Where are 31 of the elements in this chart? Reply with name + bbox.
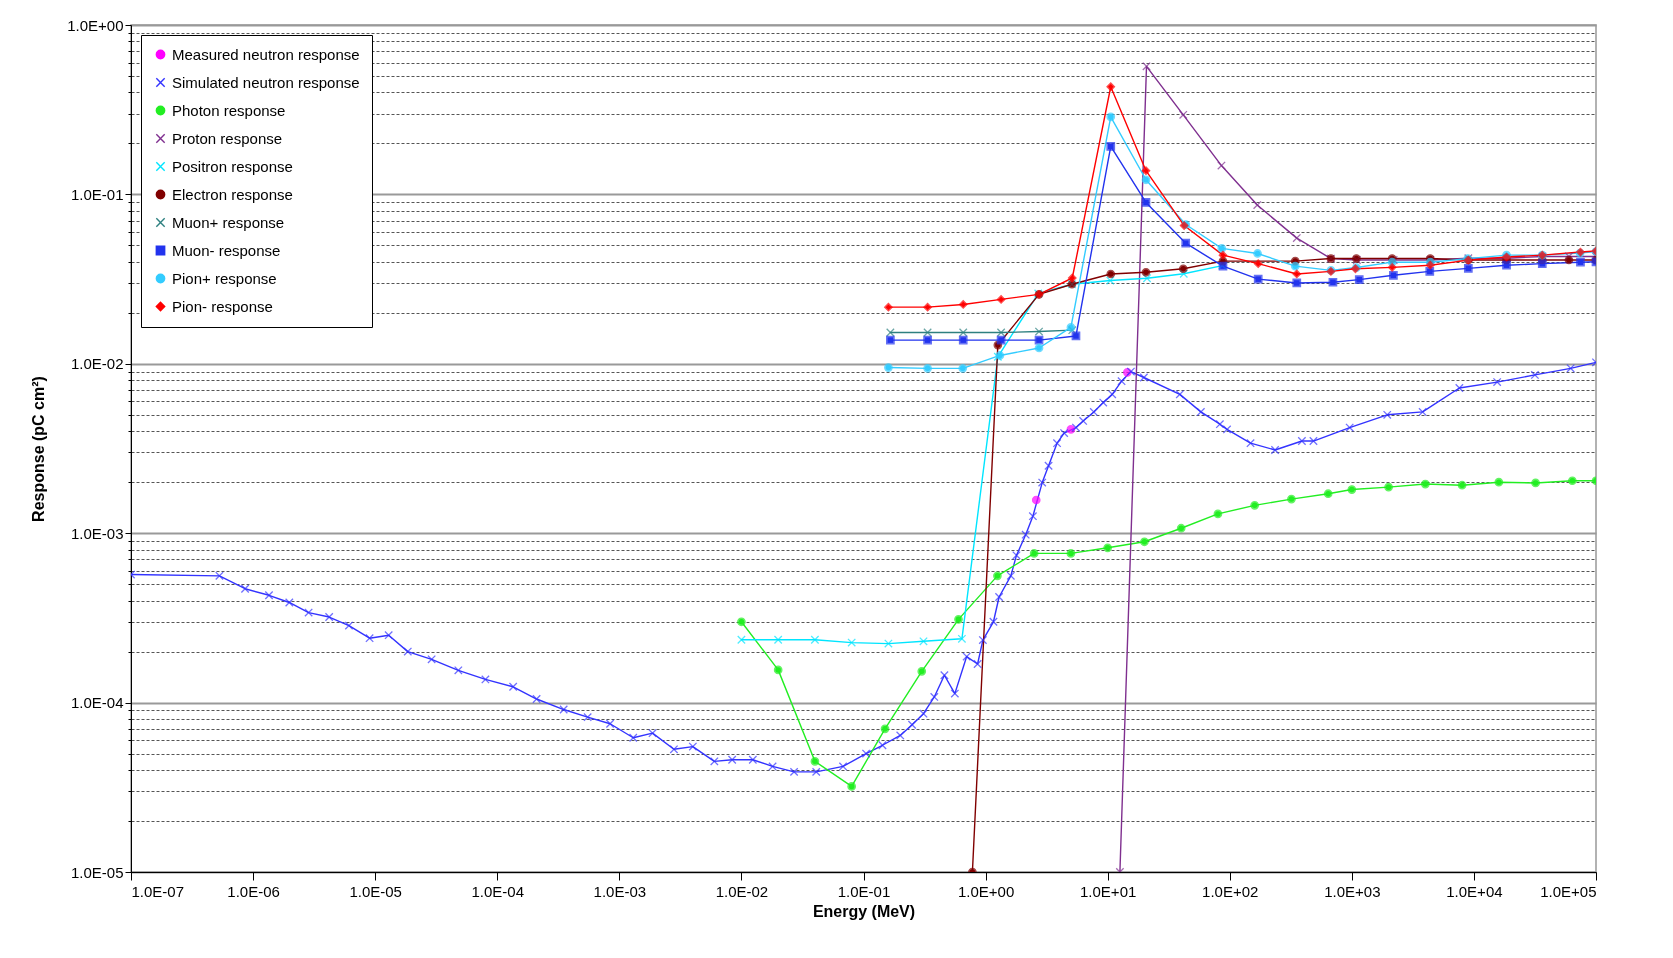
- y-tick-label: 1.0E-05: [70, 863, 124, 881]
- y-tick-label: 1.0E-04: [70, 694, 124, 712]
- x-tick-label: 1.0E-03: [593, 882, 647, 900]
- y-tick-label: 1.0E-03: [70, 524, 124, 542]
- x-tick-label: 1.0E+01: [1080, 882, 1137, 900]
- legend-label: Simulated neutron response: [172, 73, 360, 91]
- legend-label: Muon+ response: [172, 213, 285, 231]
- y-tick-label: 1.0E+00: [67, 16, 124, 34]
- legend-label: Photon response: [172, 101, 286, 119]
- x-tick-label: 1.0E-07: [131, 882, 185, 900]
- x-tick-label: 1.0E+00: [957, 882, 1015, 900]
- legend-label: Measured neutron response: [172, 45, 360, 63]
- x-axis-title: Energy (MeV): [812, 902, 916, 920]
- y-tick-label: 1.0E-01: [70, 185, 124, 203]
- legend-label: Proton response: [172, 129, 283, 147]
- x-tick-label: 1.0E-01: [837, 882, 891, 900]
- x-tick-label: 1.0E-05: [349, 882, 402, 900]
- legend-label: Electron response: [172, 185, 293, 203]
- x-tick-label: 1.0E+03: [1324, 882, 1381, 900]
- legend-label: Pion- response: [172, 297, 273, 315]
- y-tick-label: 1.0E-02: [70, 355, 124, 373]
- legend-label: Positron response: [172, 157, 293, 175]
- legend-label: Pion+ response: [172, 269, 277, 287]
- y-axis-title: Response (pC cm²): [30, 376, 48, 522]
- x-tick-label: 1.0E+02: [1202, 882, 1259, 900]
- x-tick-label: 1.0E+05: [1540, 882, 1597, 900]
- legend-label: Muon- response: [172, 241, 281, 259]
- x-tick-label: 1.0E-04: [471, 882, 525, 900]
- x-tick-label: 1.0E-02: [715, 882, 769, 900]
- x-tick-label: 1.0E-06: [227, 882, 280, 900]
- x-tick-label: 1.0E+04: [1446, 882, 1503, 900]
